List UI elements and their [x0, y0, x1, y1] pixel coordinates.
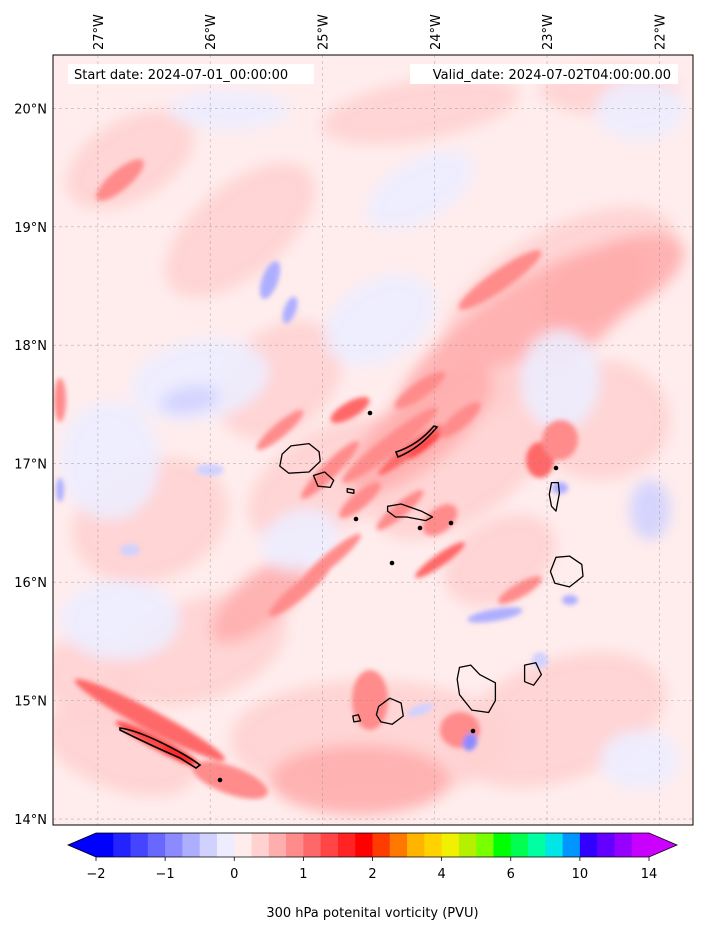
longitude-labels: 27°W 26°W 25°W 24°W 23°W 22°W — [92, 14, 668, 50]
colorbar-swatch — [614, 833, 633, 857]
latitude-tick-label: 16°N — [14, 576, 47, 591]
colorbar-swatch — [579, 833, 598, 857]
island-outline — [523, 662, 543, 686]
colorbar-extend-high — [649, 833, 677, 857]
colorbar-tick-label: 6 — [507, 867, 515, 882]
colorbar-swatch — [165, 833, 183, 857]
colorbar-swatch — [528, 833, 546, 857]
longitude-tick-label: 23°W — [541, 14, 556, 50]
valid-date-label: Valid_date: 2024-07-02T04:00:00.00 — [433, 68, 671, 83]
colorbar-swatch — [268, 833, 287, 857]
colorbar-tick-label: −1 — [156, 867, 175, 882]
colorbar-swatch — [562, 833, 581, 857]
colorbar-extend-low — [68, 833, 96, 857]
longitude-tick-label: 22°W — [653, 14, 668, 50]
colorbar-swatch — [320, 833, 339, 857]
colorbar-swatch — [234, 833, 253, 857]
colorbar-title: 300 hPa potenital vorticity (PVU) — [266, 906, 479, 921]
island-outline — [456, 664, 497, 714]
colorbar-tick-label: 1 — [299, 867, 307, 882]
colorbar-tick-label: −2 — [86, 867, 105, 882]
latitude-tick-label: 20°N — [14, 102, 47, 117]
colorbar-swatch — [355, 833, 373, 857]
colorbar-swatch — [476, 833, 494, 857]
latitude-tick-label: 15°N — [14, 695, 47, 710]
start-date-box — [68, 64, 314, 84]
colorbar-swatch — [303, 833, 322, 857]
colorbar-swatch — [372, 833, 391, 857]
colorbar: −2 −1 0 1 2 4 6 10 14 — [66, 832, 679, 882]
colorbar-swatch — [113, 833, 132, 857]
colorbar-swatch — [458, 833, 477, 857]
colorbar-swatch — [389, 833, 408, 857]
latitude-tick-label: 19°N — [14, 221, 47, 236]
colorbar-tick-label: 2 — [368, 867, 376, 882]
longitude-tick-label: 25°W — [316, 14, 331, 50]
colorbar-tick-label: 0 — [230, 867, 238, 882]
colorbar-swatch — [147, 833, 166, 857]
map-frame — [52, 54, 694, 826]
colorbar-swatch — [631, 833, 650, 857]
gridlines — [53, 55, 693, 825]
colorbar-swatch — [96, 833, 114, 857]
colorbar-swatch — [545, 833, 564, 857]
island-outline — [312, 471, 335, 489]
island-outline — [386, 503, 434, 522]
colorbar-swatch — [407, 833, 425, 857]
latitude-tick-label: 14°N — [14, 813, 47, 828]
colorbar-swatch — [130, 833, 149, 857]
colorbar-tick-label: 4 — [437, 867, 445, 882]
colorbar-swatch — [286, 833, 304, 857]
longitude-tick-label: 27°W — [92, 14, 107, 50]
pv-field — [53, 65, 685, 815]
island-outline — [548, 481, 561, 512]
colorbar-tick-label: 10 — [572, 867, 589, 882]
island-outline — [375, 697, 404, 725]
colorbar-swatch — [216, 833, 235, 857]
colorbar-swatch — [251, 833, 270, 857]
map-panel — [53, 55, 693, 825]
coastlines — [279, 442, 584, 725]
island-outline — [549, 555, 584, 588]
island-outline — [346, 487, 355, 494]
colorbar-swatch — [441, 833, 460, 857]
colorbar-tick-label: 14 — [641, 867, 658, 882]
colorbar-swatch — [493, 833, 512, 857]
latitude-labels: 20°N 19°N 18°N 17°N 16°N 15°N 14°N — [14, 102, 47, 828]
island-outline — [352, 714, 362, 723]
colorbar-swatch — [199, 833, 218, 857]
colorbar-swatch — [510, 833, 529, 857]
island-outline — [279, 442, 321, 474]
longitude-tick-label: 26°W — [204, 14, 219, 50]
colorbar-swatch — [337, 833, 356, 857]
latitude-tick-label: 18°N — [14, 339, 47, 354]
start-date-label: Start date: 2024-07-01_00:00:00 — [74, 68, 288, 83]
colorbar-swatch — [597, 833, 615, 857]
colorbar-swatch — [424, 833, 443, 857]
valid-date-box — [410, 64, 678, 84]
colorbar-swatch — [182, 833, 201, 857]
longitude-tick-label: 24°W — [429, 14, 444, 50]
latitude-tick-label: 17°N — [14, 458, 47, 473]
